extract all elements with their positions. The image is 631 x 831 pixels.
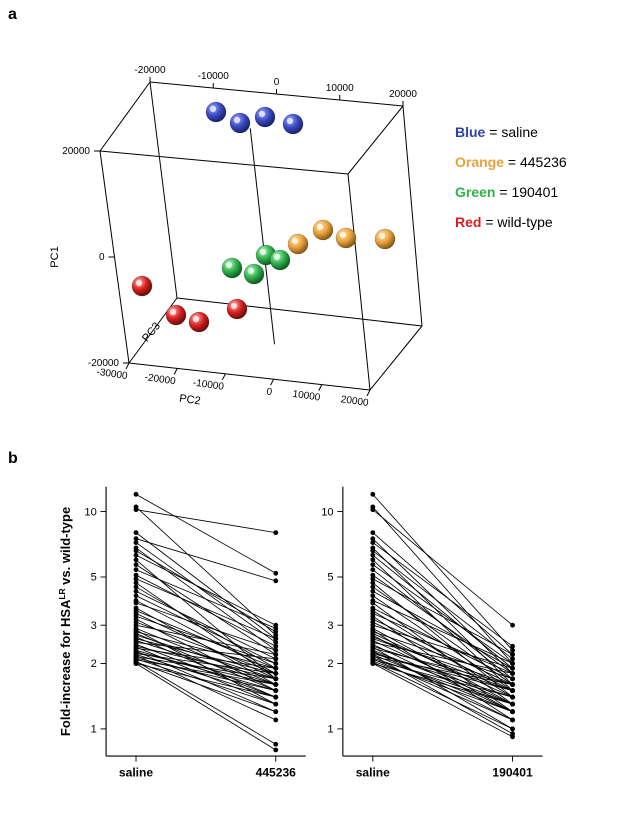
paired-svg: Fold-increase for HSALR vs. wild-type 1 2…: [55, 475, 575, 805]
svg-text:-20000: -20000: [144, 372, 177, 387]
svg-text:5: 5: [327, 572, 333, 584]
svg-text:10000: 10000: [326, 83, 354, 94]
svg-text:20000: 20000: [62, 146, 90, 157]
pca-sphere: [132, 276, 152, 296]
legend-equals: =: [504, 154, 520, 170]
cube-axis-labels: PC1 PC2 PC3: [49, 246, 201, 407]
pca-sphere: [255, 107, 275, 127]
pca-sphere: [244, 264, 264, 284]
pca-sphere: [336, 228, 356, 248]
svg-text:0: 0: [266, 387, 273, 399]
legend-equals: =: [481, 214, 497, 230]
paired-plot-445236: 1 2 3 5 10 saline 445236: [84, 487, 305, 780]
legend-entry: Green = 190401: [455, 184, 625, 200]
pca-sphere: [313, 220, 333, 240]
legend-equals: =: [485, 124, 501, 140]
svg-text:3: 3: [327, 620, 333, 632]
svg-text:5: 5: [91, 572, 97, 584]
pca-sphere: [189, 312, 209, 332]
legend-color-name: Blue: [455, 124, 485, 140]
legend-equals: =: [495, 184, 511, 200]
svg-text:445236: 445236: [256, 766, 297, 780]
pca-3d-svg: -20000 0 20000 -30000 -20000 -10000 0 10000 2000…: [30, 20, 450, 420]
svg-text:saline: saline: [119, 766, 153, 780]
legend-label: 445236: [520, 154, 567, 170]
svg-text:PC1: PC1: [49, 246, 61, 267]
svg-text:3: 3: [91, 620, 97, 632]
legend-entry: Orange = 445236: [455, 154, 625, 170]
legend-color-name: Green: [455, 184, 495, 200]
pca-sphere: [270, 250, 290, 270]
pca-sphere: [375, 229, 395, 249]
svg-text:PC3: PC3: [140, 320, 163, 344]
legend-label: 190401: [511, 184, 558, 200]
svg-text:0: 0: [274, 77, 280, 88]
svg-text:20000: 20000: [389, 89, 417, 100]
svg-text:1: 1: [91, 724, 97, 736]
pca-legend: Blue = saline Orange = 445236 Green = 1904…: [455, 110, 625, 244]
pca-sphere: [166, 305, 186, 325]
svg-text:-10000: -10000: [198, 71, 230, 82]
svg-text:10: 10: [84, 506, 96, 518]
svg-text:Fold-increase for HSALR vs. wi: Fold-increase for HSALR vs. wild-type: [57, 507, 73, 736]
figure-page: a: [0, 0, 631, 831]
legend-color-name: Red: [455, 214, 481, 230]
pca-sphere: [283, 114, 303, 134]
pca-3d-plot: -20000 0 20000 -30000 -20000 -10000 0 10000 2000…: [30, 20, 450, 420]
svg-text:-30000: -30000: [96, 367, 129, 382]
svg-text:2: 2: [91, 658, 97, 670]
svg-text:saline: saline: [356, 766, 390, 780]
svg-text:10000: 10000: [292, 389, 322, 404]
panel-a-label: a: [8, 6, 17, 24]
svg-text:10: 10: [321, 506, 333, 518]
svg-text:20000: 20000: [340, 394, 370, 409]
pca-sphere: [206, 102, 226, 122]
svg-text:2: 2: [327, 658, 333, 670]
svg-text:190401: 190401: [492, 766, 533, 780]
paired-plot-190401: 1 2 3 5 10 saline 190401: [321, 487, 542, 780]
panel-b-label: b: [8, 450, 18, 468]
svg-text:PC2: PC2: [178, 393, 201, 408]
y-axis-label: Fold-increase for HSALR vs. wild-type: [57, 507, 73, 736]
cube-spheres: [132, 102, 395, 332]
legend-color-name: Orange: [455, 154, 504, 170]
legend-label: wild-type: [497, 214, 552, 230]
legend-entry: Blue = saline: [455, 124, 625, 140]
pca-sphere: [222, 258, 242, 278]
legend-entry: Red = wild-type: [455, 214, 625, 230]
svg-text:-20000: -20000: [134, 65, 166, 76]
legend-label: saline: [501, 124, 538, 140]
svg-text:1: 1: [327, 724, 333, 736]
svg-text:-10000: -10000: [192, 378, 225, 393]
svg-text:0: 0: [99, 252, 105, 263]
pca-sphere: [230, 113, 250, 133]
paired-plots: Fold-increase for HSALR vs. wild-type 1 2…: [55, 475, 575, 805]
pca-sphere: [227, 299, 247, 319]
pca-sphere: [288, 234, 308, 254]
